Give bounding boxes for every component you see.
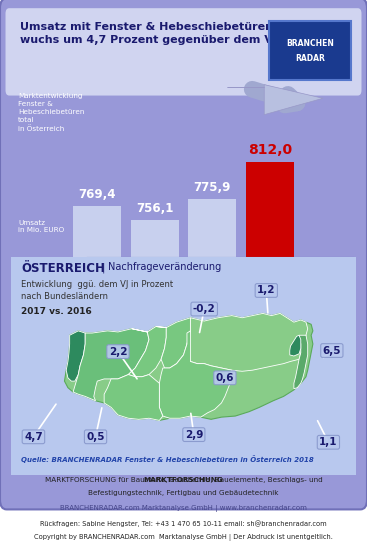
Polygon shape (128, 327, 166, 377)
Text: 6,5: 6,5 (323, 346, 341, 355)
Text: 756,1: 756,1 (136, 201, 174, 215)
Text: 2,2: 2,2 (109, 347, 127, 357)
Text: Quelle: BRANCHENRADAR Fenster & Hebeschiebetüren in Österreich 2018: Quelle: BRANCHENRADAR Fenster & Hebeschi… (21, 455, 314, 463)
Text: Entwicklung  ggü. dem VJ in Prozent
nach Bundesländern: Entwicklung ggü. dem VJ in Prozent nach … (21, 280, 174, 301)
Polygon shape (156, 318, 190, 368)
Polygon shape (294, 335, 308, 389)
Text: 2017 vs. 2016: 2017 vs. 2016 (21, 307, 92, 316)
Text: BRANCHENRADAR.com Marktanalyse GmbH | www.branchenradar.com: BRANCHENRADAR.com Marktanalyse GmbH | ww… (60, 505, 307, 512)
Text: Nachfrageveränderung: Nachfrageveränderung (108, 262, 221, 272)
Text: 2016: 2016 (199, 268, 225, 278)
Polygon shape (65, 313, 313, 420)
Text: 769,4: 769,4 (79, 188, 116, 201)
Text: 1,1: 1,1 (319, 437, 338, 447)
Text: 2014: 2014 (84, 268, 110, 278)
Text: 775,9: 775,9 (193, 181, 231, 194)
Text: Marktentwicklung
Fenster &
Hebeschiebetüren
total
in Österreich: Marktentwicklung Fenster & Hebeschiebetü… (18, 93, 84, 132)
Text: 0,6: 0,6 (216, 373, 234, 383)
Text: 812,0: 812,0 (248, 143, 292, 157)
Text: 2,9: 2,9 (185, 430, 203, 440)
Bar (131, 219, 179, 257)
FancyBboxPatch shape (269, 21, 351, 80)
Text: Rückfragen: Sabine Hengster, Tel: +43 1 470 65 10-11 email: sh@branchenradar.com: Rückfragen: Sabine Hengster, Tel: +43 1 … (40, 520, 327, 527)
Text: wuchs um 4,7 Prozent gegenüber dem Vorjahr: wuchs um 4,7 Prozent gegenüber dem Vorja… (20, 35, 310, 45)
Text: Umsatz
in Mio. EURO: Umsatz in Mio. EURO (18, 220, 64, 233)
FancyBboxPatch shape (6, 8, 361, 96)
Text: 4,7: 4,7 (24, 432, 43, 442)
Text: Copyright by BRANCHENRADAR.com  Marktanalyse GmbH | Der Abdruck ist unentgeltlic: Copyright by BRANCHENRADAR.com Marktanal… (34, 534, 333, 541)
Text: 1,2: 1,2 (257, 286, 276, 295)
Polygon shape (66, 331, 85, 381)
Text: MARKTFORSCHUNG: MARKTFORSCHUNG (143, 477, 224, 483)
Bar (246, 162, 294, 257)
Polygon shape (104, 375, 163, 420)
Text: 2015: 2015 (142, 268, 168, 278)
Polygon shape (73, 329, 149, 401)
Text: ÖSTERREICH: ÖSTERREICH (21, 262, 105, 275)
Bar (188, 199, 236, 257)
Text: 2017: 2017 (257, 268, 283, 278)
Text: BRANCHEN: BRANCHEN (287, 39, 334, 48)
Text: Umsatz mit Fenster & Hebeschiebetüren: Umsatz mit Fenster & Hebeschiebetüren (20, 22, 273, 32)
Text: RADAR: RADAR (295, 54, 326, 63)
Text: Befestigungstechnik, Fertigbau und Gebäudetechnik: Befestigungstechnik, Fertigbau und Gebäu… (88, 490, 279, 496)
Text: MARKTFORSCHUNG für Baustoffe, Bauchemie, Bauelemente, Beschlags- und: MARKTFORSCHUNG für Baustoffe, Bauchemie,… (45, 477, 322, 483)
Text: 0,5: 0,5 (86, 432, 105, 442)
Bar (73, 206, 121, 257)
Text: |: | (99, 262, 109, 272)
Text: -0,2: -0,2 (193, 304, 215, 314)
Polygon shape (187, 313, 308, 371)
Polygon shape (228, 85, 323, 115)
Polygon shape (290, 335, 301, 356)
FancyBboxPatch shape (8, 254, 359, 477)
FancyBboxPatch shape (0, 0, 367, 509)
Polygon shape (159, 331, 232, 418)
